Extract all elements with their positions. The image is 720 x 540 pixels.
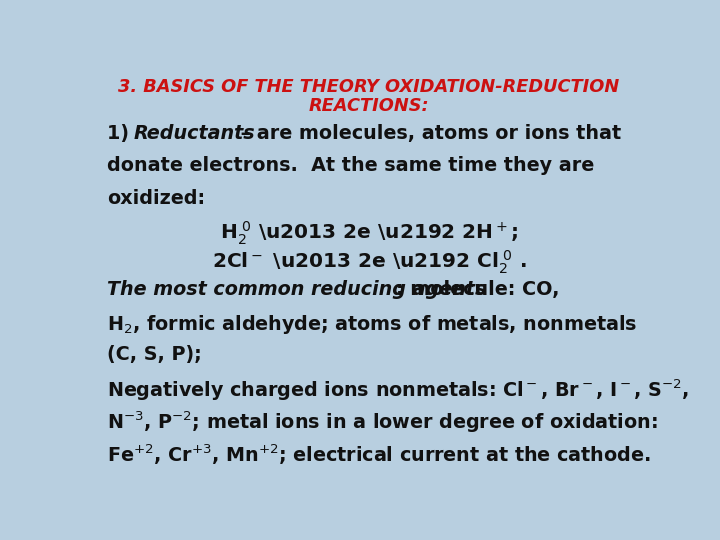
Text: 3. BASICS OF THE THEORY OXIDATION-REDUCTION: 3. BASICS OF THE THEORY OXIDATION-REDUCT… <box>118 78 620 96</box>
Text: H$_2$, formic aldehyde; atoms of metals, nonmetals: H$_2$, formic aldehyde; atoms of metals,… <box>107 313 637 336</box>
Text: REACTIONS:: REACTIONS: <box>309 97 429 115</box>
Text: oxidized:: oxidized: <box>107 188 205 208</box>
Text: Negatively charged ions nonmetals: Cl$^-$, Br$^-$, I$^-$, S$^{-2}$,: Negatively charged ions nonmetals: Cl$^-… <box>107 377 689 403</box>
Text: Reductants: Reductants <box>133 124 255 143</box>
Text: N$^{-3}$, P$^{-2}$; metal ions in a lower degree of oxidation:: N$^{-3}$, P$^{-2}$; metal ions in a lowe… <box>107 410 657 435</box>
Text: donate electrons.  At the same time they are: donate electrons. At the same time they … <box>107 156 594 176</box>
Text: (C, S, P);: (C, S, P); <box>107 345 202 364</box>
Text: : molecule: CO,: : molecule: CO, <box>396 280 559 299</box>
Text: 2Cl$^-$ \u2013 2e \u2192 Cl$_2^{\ 0}$ .: 2Cl$^-$ \u2013 2e \u2192 Cl$_2^{\ 0}$ . <box>212 248 526 276</box>
Text: Fe$^{+2}$, Cr$^{+3}$, Mn$^{+2}$; electrical current at the cathode.: Fe$^{+2}$, Cr$^{+3}$, Mn$^{+2}$; electri… <box>107 442 650 467</box>
Text: 1): 1) <box>107 124 135 143</box>
Text: – are molecules, atoms or ions that: – are molecules, atoms or ions that <box>234 124 621 143</box>
Text: H$_2^{\ 0}$ \u2013 2e \u2192 2H$^+$;: H$_2^{\ 0}$ \u2013 2e \u2192 2H$^+$; <box>220 219 518 247</box>
Text: The most common reducing agents: The most common reducing agents <box>107 280 486 299</box>
